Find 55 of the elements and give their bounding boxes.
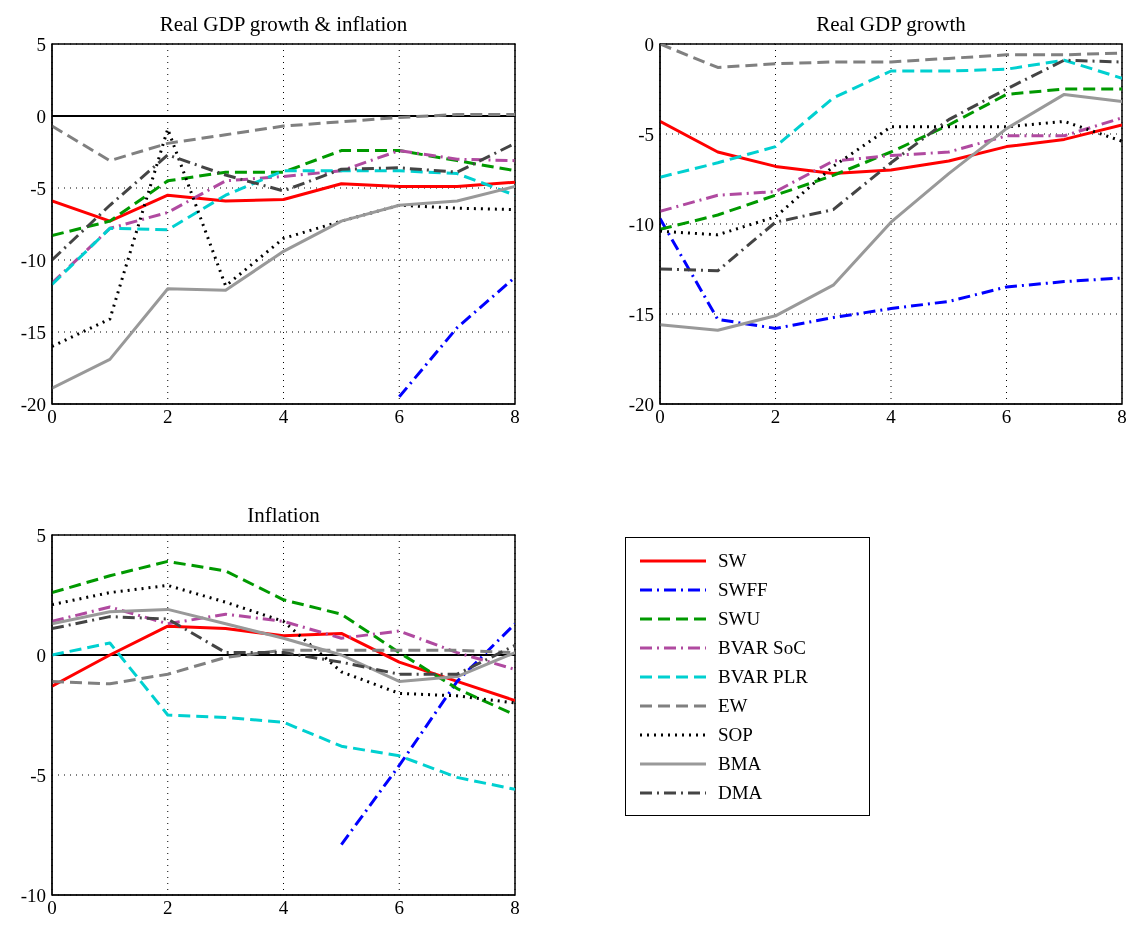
y-tick-label: -10 <box>628 213 654 235</box>
y-tick-label: -5 <box>30 177 46 199</box>
line-series <box>52 180 515 223</box>
x-tick-label: 4 <box>886 406 897 428</box>
line-series <box>52 141 515 262</box>
legend-label: SWFF <box>718 578 768 601</box>
chart-title: Real GDP growth <box>815 12 967 37</box>
y-tick-label: 5 <box>36 33 46 55</box>
y-tick-label: -15 <box>20 321 46 343</box>
line-series <box>660 92 1122 332</box>
x-tick-label: 8 <box>1117 406 1127 428</box>
y-tick-label: -20 <box>20 393 46 415</box>
x-tick-label: 8 <box>510 406 520 428</box>
x-tick-label: 8 <box>510 897 520 919</box>
line-series <box>52 641 515 791</box>
line-series <box>52 615 515 676</box>
legend-label: SOP <box>718 723 753 746</box>
x-tick-label: 6 <box>394 406 404 428</box>
y-tick-label: 0 <box>36 644 46 666</box>
x-tick-label: 2 <box>163 406 173 428</box>
line-series <box>660 58 1122 273</box>
x-tick-label: 4 <box>278 406 289 428</box>
line-series <box>660 116 1122 213</box>
legend-label: DMA <box>718 781 763 804</box>
line-series <box>660 119 1122 176</box>
line-series <box>660 58 1122 179</box>
x-tick-label: 6 <box>1001 406 1012 428</box>
line-series <box>52 185 515 390</box>
x-tick-label: 2 <box>163 897 173 919</box>
y-tick-label: 0 <box>36 105 46 127</box>
chart-title: Real GDP growth & inflation <box>158 12 409 37</box>
legend-label: SW <box>718 549 747 572</box>
legend-label: BMA <box>718 752 762 775</box>
y-tick-label: -15 <box>628 303 654 325</box>
legend-label: EW <box>718 694 748 717</box>
line-series <box>660 217 1122 330</box>
y-tick-label: -10 <box>20 884 46 906</box>
y-tick-label: 0 <box>644 33 654 55</box>
legend-label: SWU <box>718 607 761 630</box>
y-tick-label: -5 <box>638 123 654 145</box>
line-series <box>52 113 515 163</box>
line-series <box>339 622 515 847</box>
y-tick-label: -20 <box>628 393 654 415</box>
y-tick-label: -5 <box>30 764 46 786</box>
y-tick-label: 5 <box>36 524 46 546</box>
legend-label: BVAR SoC <box>718 636 806 659</box>
line-series <box>52 607 515 683</box>
chart-title: Inflation <box>246 503 321 528</box>
line-series <box>52 605 515 671</box>
x-tick-label: 6 <box>394 897 404 919</box>
line-series <box>660 87 1122 231</box>
x-tick-label: 4 <box>278 897 289 919</box>
y-tick-label: -10 <box>20 249 46 271</box>
legend-label: BVAR PLR <box>718 665 808 688</box>
x-tick-label: 2 <box>770 406 781 428</box>
